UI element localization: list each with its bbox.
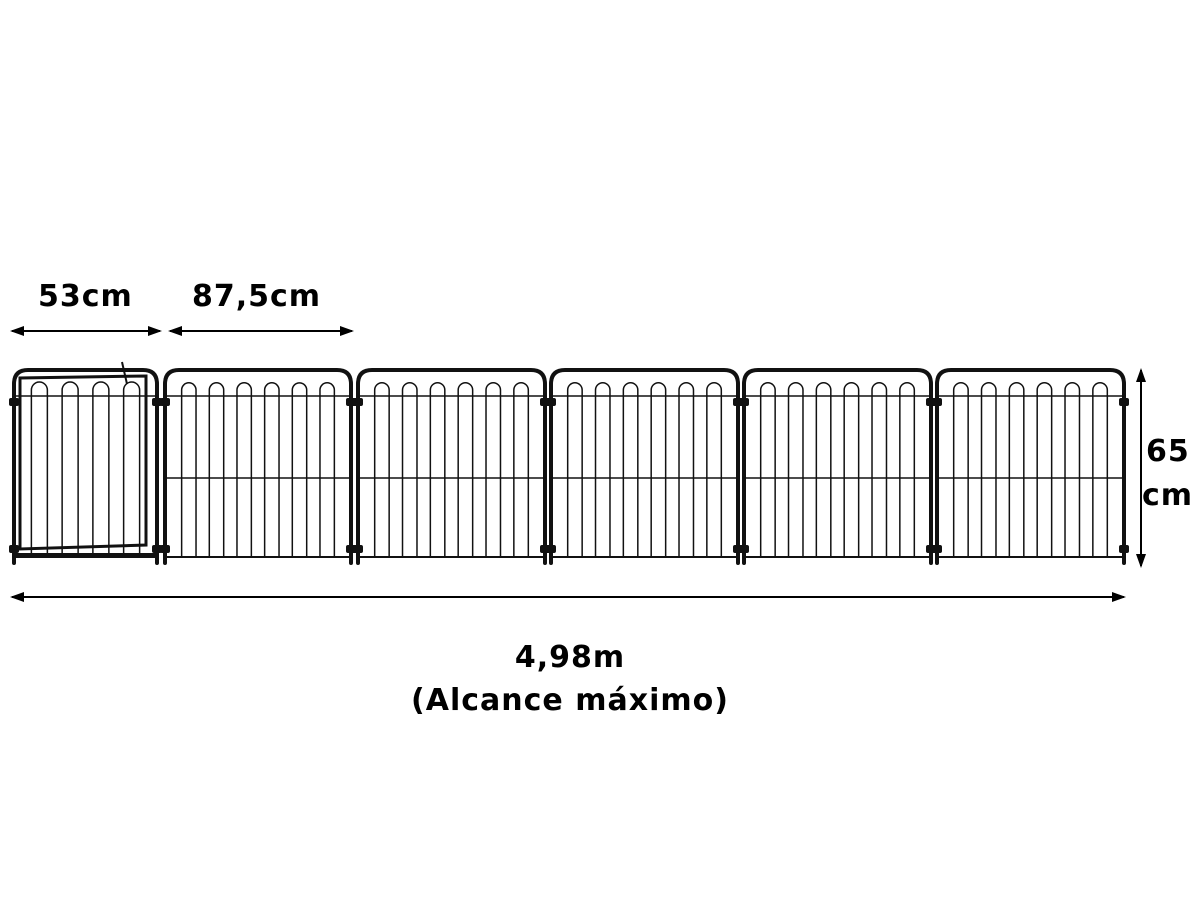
loop-bar bbox=[263, 382, 280, 557]
loop-bar bbox=[871, 382, 888, 557]
loop-bar bbox=[815, 382, 832, 557]
loop-bar bbox=[429, 382, 446, 557]
fence-panel bbox=[739, 368, 936, 565]
clamp bbox=[546, 398, 556, 406]
loop-bar bbox=[787, 382, 804, 557]
clamp bbox=[932, 398, 942, 406]
gate-latch bbox=[121, 361, 128, 385]
fence-panel bbox=[160, 368, 356, 565]
loop-bar bbox=[1008, 382, 1025, 557]
loop-bar bbox=[678, 382, 695, 557]
frame bbox=[935, 368, 1126, 565]
clamp bbox=[9, 398, 19, 406]
clamp bbox=[353, 545, 363, 553]
height-value-label: 65 bbox=[1146, 434, 1190, 469]
loop-bar bbox=[122, 381, 141, 557]
loop-bar bbox=[513, 382, 530, 557]
frame bbox=[356, 368, 547, 565]
loop-bar bbox=[566, 382, 583, 557]
frame bbox=[163, 368, 353, 565]
gate-door bbox=[18, 374, 148, 551]
loop-bar bbox=[899, 382, 916, 557]
loop-bar bbox=[485, 382, 502, 557]
fence-panel bbox=[353, 368, 550, 565]
fence-panel bbox=[546, 368, 743, 565]
clamp bbox=[160, 545, 170, 553]
fence-panel bbox=[932, 368, 1129, 565]
panel-width-label: 87,5cm bbox=[192, 279, 322, 314]
loop-bar bbox=[236, 382, 253, 557]
loop-bar bbox=[92, 381, 110, 557]
gate-section bbox=[9, 368, 162, 565]
clamp bbox=[1119, 398, 1129, 406]
clamp bbox=[152, 545, 162, 553]
loop-bar bbox=[319, 382, 336, 557]
frame bbox=[549, 368, 740, 565]
frame bbox=[742, 368, 933, 565]
clamp bbox=[739, 398, 749, 406]
loop-bar bbox=[650, 382, 667, 557]
loop-bar bbox=[208, 382, 225, 557]
clamp bbox=[353, 398, 363, 406]
loop-bar bbox=[1092, 382, 1109, 557]
loop-bar bbox=[30, 381, 49, 557]
total-length-label: 4,98m bbox=[514, 640, 626, 675]
clamp bbox=[739, 545, 749, 553]
loop-bar bbox=[843, 382, 860, 557]
frame bbox=[12, 368, 159, 565]
clamp bbox=[932, 545, 942, 553]
clamp bbox=[160, 398, 170, 406]
loop-bar bbox=[291, 382, 308, 557]
loop-bar bbox=[373, 382, 390, 557]
loop-bar bbox=[1064, 382, 1081, 557]
clamp bbox=[152, 398, 162, 406]
loop-bar bbox=[980, 382, 997, 557]
loop-bar bbox=[180, 382, 197, 557]
loop-bar bbox=[401, 382, 418, 557]
clamp bbox=[546, 545, 556, 553]
loop-bar bbox=[457, 382, 474, 557]
gate-width-label: 53cm bbox=[38, 279, 133, 314]
clamp bbox=[9, 545, 19, 553]
height-unit-label: cm bbox=[1142, 478, 1194, 513]
loop-bar bbox=[706, 382, 723, 557]
loop-bar bbox=[1036, 382, 1053, 557]
loop-bar bbox=[622, 382, 639, 557]
loop-bar bbox=[952, 382, 969, 557]
loop-bar bbox=[759, 382, 776, 557]
loop-bar bbox=[594, 382, 611, 557]
total-note-label: (Alcance máximo) bbox=[411, 683, 729, 718]
loop-bar bbox=[61, 381, 79, 557]
clamp bbox=[1119, 545, 1129, 553]
